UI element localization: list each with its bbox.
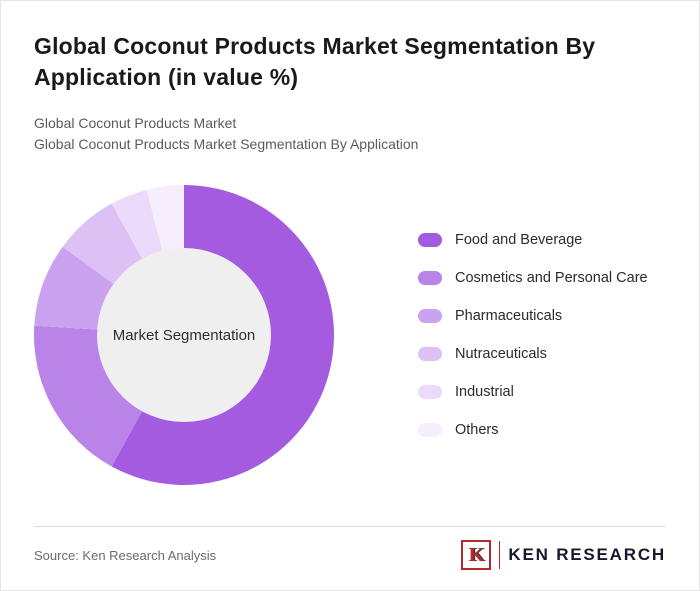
- footer: Source: Ken Research Analysis K KEN RESE…: [34, 526, 666, 570]
- legend-swatch: [418, 347, 442, 362]
- source-text: Source: Ken Research Analysis: [34, 547, 217, 563]
- chart-legend: Food and Beverage Cosmetics and Personal …: [418, 230, 648, 441]
- legend-swatch: [418, 423, 442, 438]
- logo-text: KEN RESEARCH: [508, 545, 666, 564]
- donut-center-circle: [97, 248, 271, 423]
- legend-label: Nutraceuticals: [455, 346, 547, 363]
- legend-item: Pharmaceuticals: [418, 306, 648, 327]
- legend-label: Cosmetics and Personal Care: [455, 270, 648, 287]
- legend-item: Others: [418, 420, 648, 441]
- page-title: Global Coconut Products Market Segmentat…: [34, 33, 596, 91]
- subtitle-line-1: Global Coconut Products Market: [34, 115, 237, 132]
- logo-separator: [499, 541, 501, 569]
- legend-item: Industrial: [418, 382, 648, 403]
- legend-swatch: [418, 309, 442, 324]
- donut-chart-svg: [34, 185, 334, 486]
- legend-swatch: [418, 233, 442, 248]
- legend-label: Food and Beverage: [455, 232, 583, 249]
- legend-swatch: [418, 271, 442, 286]
- subtitle-line-2: Global Coconut Products Market Segmentat…: [34, 136, 419, 153]
- logo-k-icon: K: [461, 540, 492, 570]
- legend-item: Cosmetics and Personal Care: [418, 268, 648, 289]
- donut-chart: Market Segmentation: [34, 185, 334, 486]
- ken-research-logo: K KEN RESEARCH: [461, 540, 666, 570]
- legend-item: Food and Beverage: [418, 230, 648, 251]
- legend-label: Industrial: [455, 384, 514, 401]
- legend-swatch: [418, 385, 442, 400]
- chart-area: Market Segmentation Food and Beverage Cos…: [34, 185, 666, 486]
- legend-item: Nutraceuticals: [418, 344, 648, 365]
- legend-label: Pharmaceuticals: [455, 308, 563, 325]
- legend-label: Others: [455, 422, 499, 439]
